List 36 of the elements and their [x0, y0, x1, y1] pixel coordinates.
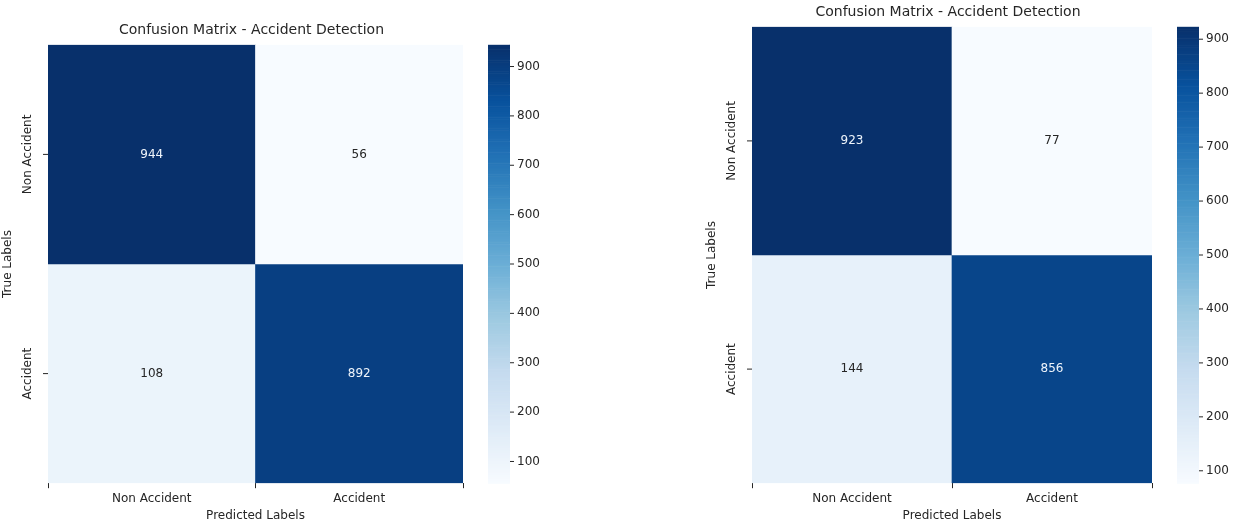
y-axis-title: True Labels: [0, 230, 15, 299]
color-bar-label: 400: [1206, 301, 1229, 316]
data-label: 944: [140, 146, 164, 161]
color-bar-label: 400: [517, 305, 540, 320]
color-bar-label: 600: [517, 206, 540, 221]
y-axis-title: True Labels: [704, 221, 719, 290]
data-label: 856: [1040, 361, 1064, 376]
color-bar-label: 600: [1206, 193, 1229, 208]
data-label: 892: [347, 365, 371, 380]
x-axis-title: Predicted Labels: [902, 507, 1002, 522]
color-bar-label: 800: [517, 108, 540, 123]
data-label: 923: [840, 133, 864, 148]
x-tick-label: Accident: [1026, 490, 1079, 505]
x-axis-title: Predicted Labels: [206, 507, 305, 522]
color-bar-label: 200: [1206, 408, 1229, 423]
data-label: 144: [840, 361, 864, 376]
data-label: 108: [140, 365, 164, 380]
color-bar-label: 700: [517, 157, 540, 172]
color-bar-label: 900: [1206, 31, 1229, 46]
data-label: 77: [1044, 133, 1060, 148]
color-bar-label: 500: [1206, 247, 1229, 262]
chart-title: Confusion Matrix - Accident Detection: [118, 21, 385, 38]
x-tick-label: Non Accident: [111, 490, 192, 505]
color-bar-label: 300: [1206, 355, 1229, 370]
chart-title: Confusion Matrix - Accident Detection: [815, 3, 1081, 20]
data-label: 56: [351, 146, 367, 161]
color-bar-label: 700: [1206, 139, 1229, 154]
x-tick-label: Non Accident: [812, 490, 893, 505]
color-bar-label: 800: [1206, 85, 1229, 100]
color-bar-label: 100: [517, 453, 540, 468]
color-bar-label: 200: [517, 404, 540, 419]
color-bar-label: 900: [517, 58, 540, 73]
color-bar-label: 300: [517, 354, 540, 369]
color-bar-label: 500: [517, 256, 540, 271]
color-bar-label: 100: [1206, 462, 1229, 477]
x-tick-label: Accident: [333, 490, 386, 505]
